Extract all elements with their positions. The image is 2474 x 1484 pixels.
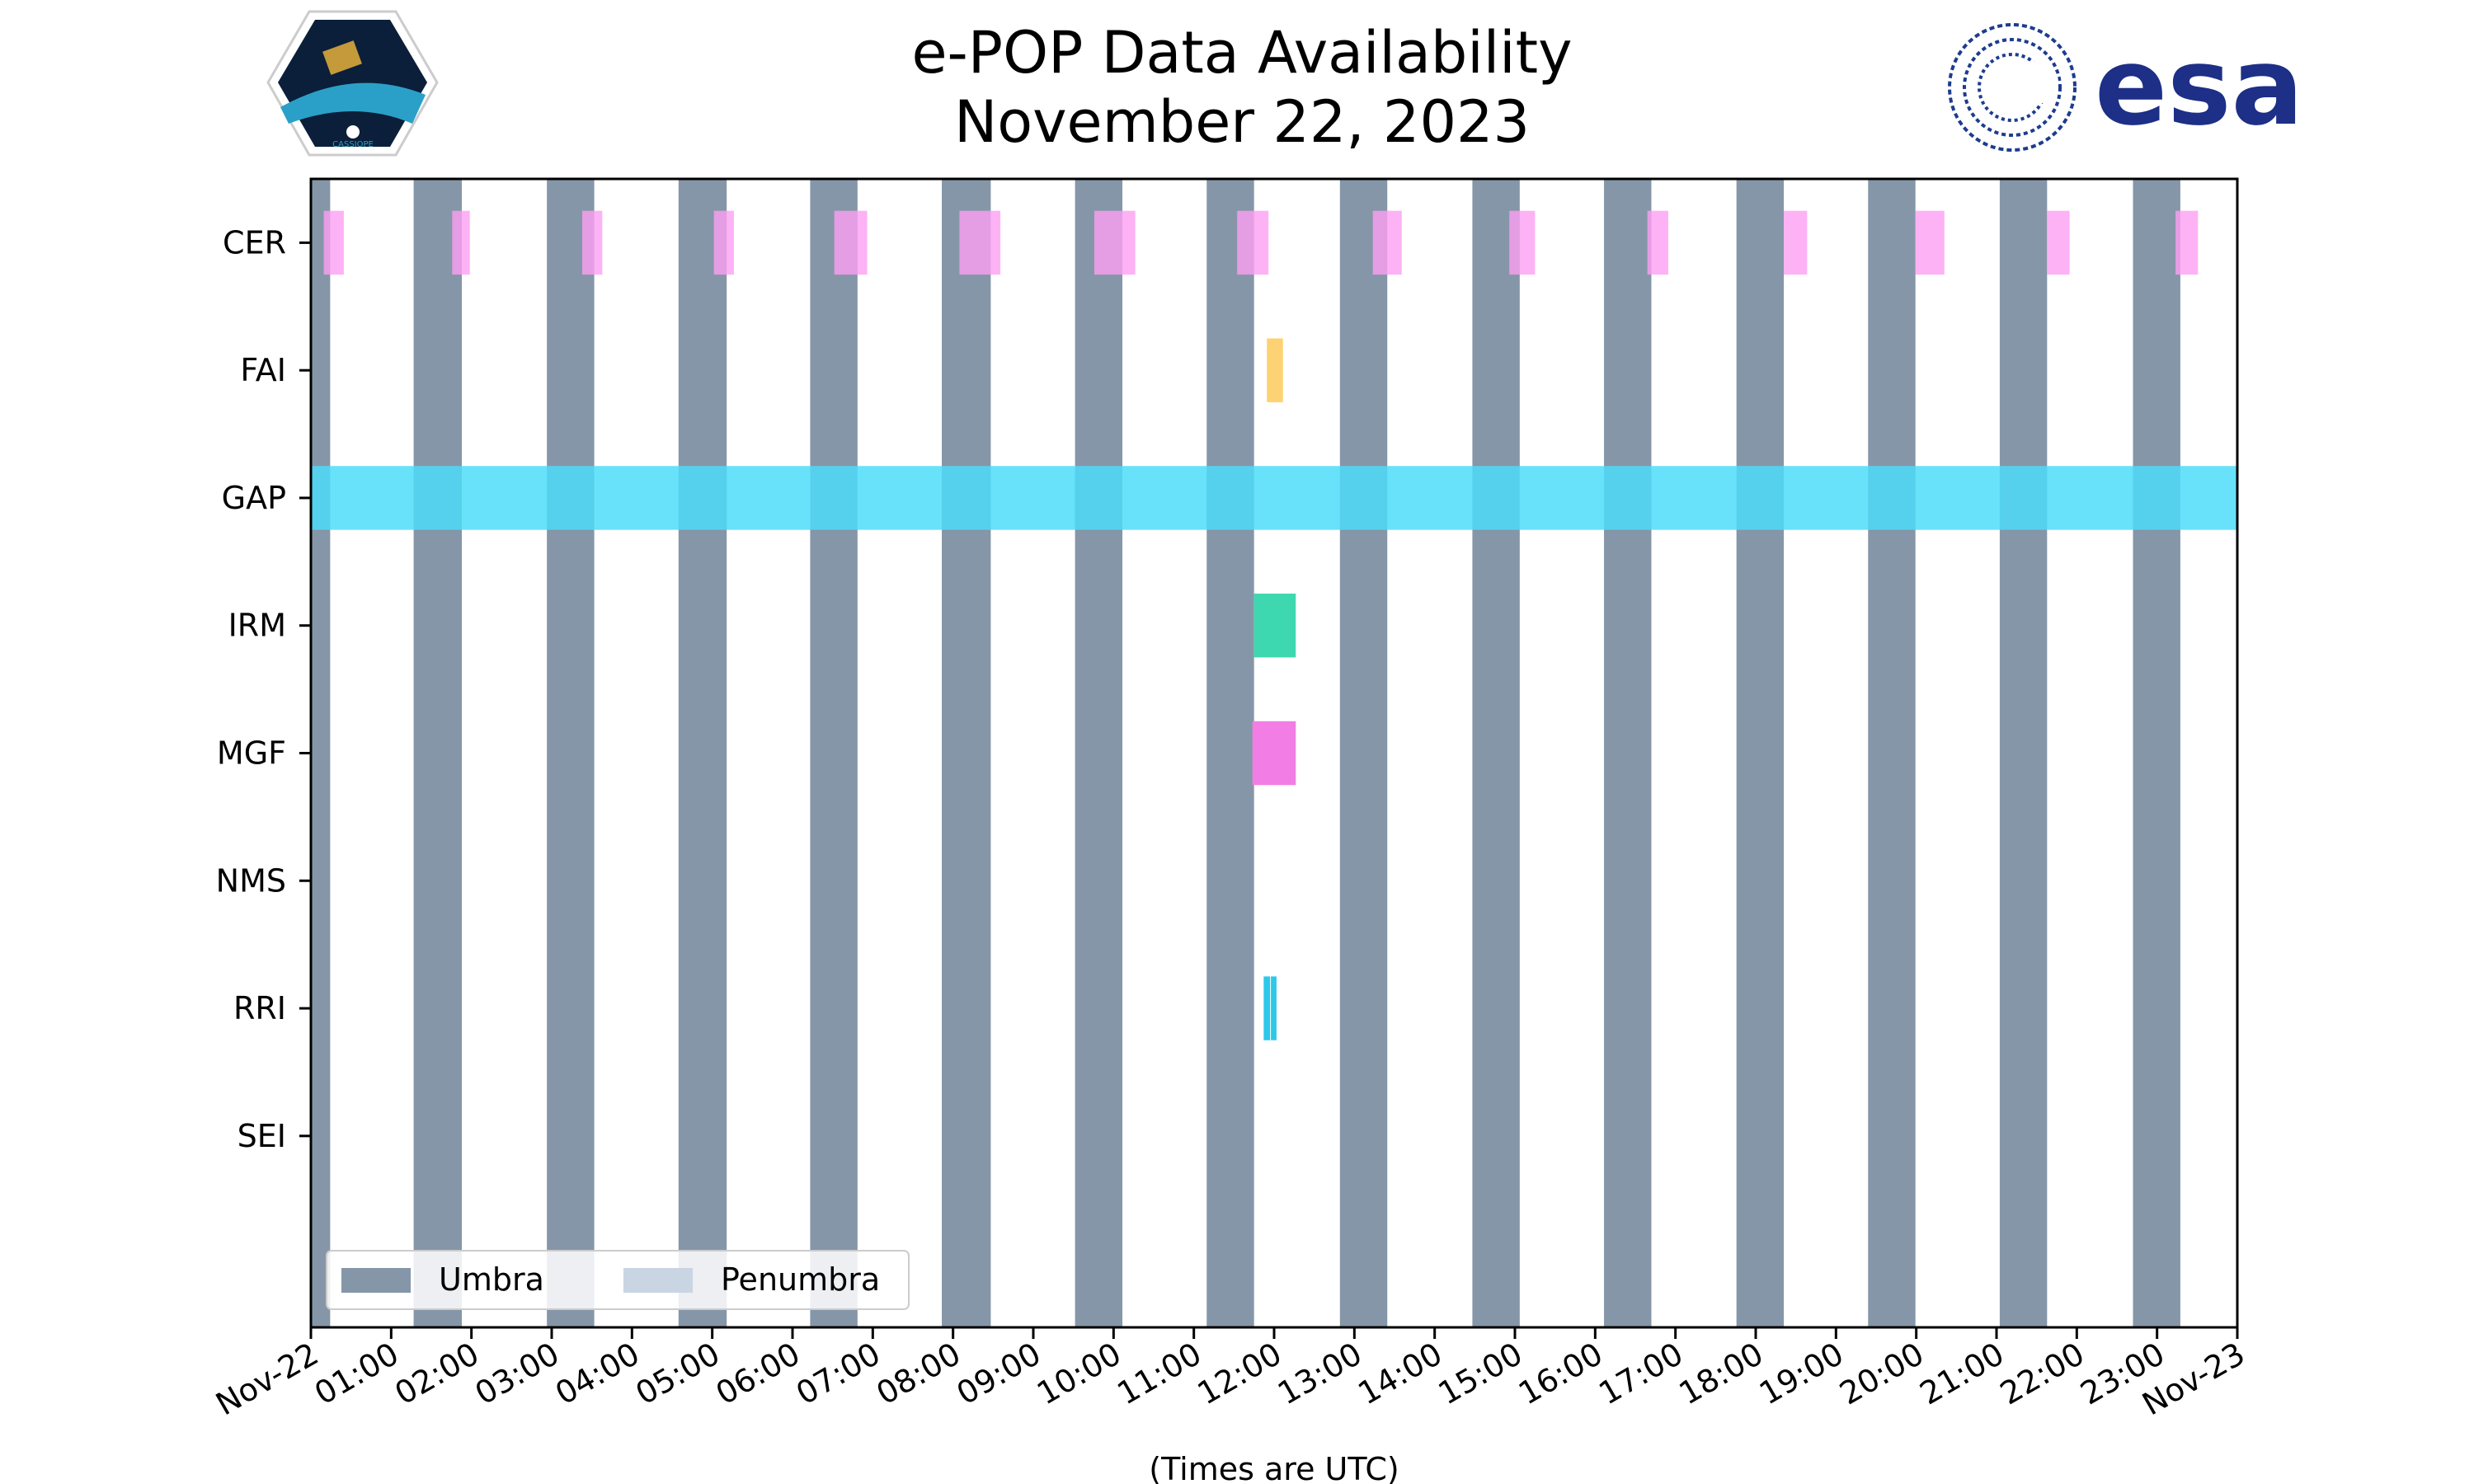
x-tick-label: 03:00 (469, 1336, 566, 1412)
x-tick-label: 10:00 (1031, 1336, 1127, 1412)
umbra-band (810, 179, 858, 1327)
x-tick-label: 06:00 (710, 1336, 807, 1412)
legend-label-umbra: Umbra (439, 1261, 544, 1298)
legend-label-penumbra: Penumbra (721, 1261, 880, 1298)
umbra-band (1868, 179, 1916, 1327)
umbra-band (1604, 179, 1652, 1327)
availability-bar-cer (959, 210, 1001, 275)
availability-bar-cer (1784, 210, 1808, 275)
y-tick-label: RRI (233, 990, 286, 1026)
availability-bar-irm (1253, 594, 1296, 658)
x-tick-label: 21:00 (1914, 1336, 2011, 1412)
availability-bar-cer (1509, 210, 1536, 275)
umbra-band (1472, 179, 1520, 1327)
availability-bar-cer (323, 210, 344, 275)
x-tick-label: 04:00 (549, 1336, 646, 1412)
x-axis-label: (Times are UTC) (1149, 1451, 1399, 1484)
umbra-band (1075, 179, 1123, 1327)
chart-subtitle: November 22, 2023 (954, 88, 1530, 156)
x-tick-label: 22:00 (1994, 1336, 2091, 1412)
umbra-band (678, 179, 727, 1327)
legend-swatch-penumbra (623, 1268, 693, 1293)
x-tick-label: 12:00 (1192, 1336, 1288, 1412)
y-tick-label: FAI (240, 352, 286, 388)
x-tick-label: 11:00 (1111, 1336, 1207, 1412)
availability-bar-cer (1915, 210, 1945, 275)
legend-swatch-umbra (341, 1268, 411, 1293)
availability-bar-cer (1094, 210, 1136, 275)
cassiope-logo-text: CASSIOPE (332, 140, 374, 149)
x-tick-label: 05:00 (629, 1336, 726, 1412)
availability-bar-rri (1271, 976, 1277, 1040)
availability-bar-cer (834, 210, 868, 275)
y-tick-label: CER (223, 224, 286, 261)
x-tick-label: 07:00 (790, 1336, 887, 1412)
availability-bar-gap (2145, 466, 2237, 530)
availability-bar-fai (1267, 338, 1283, 402)
umbra-band (942, 179, 991, 1327)
x-tick-label: 15:00 (1432, 1336, 1529, 1412)
y-tick-label: IRM (228, 608, 286, 644)
availability-bar-cer (1372, 210, 1402, 275)
y-tick-label: MGF (217, 735, 286, 772)
umbra-band (1736, 179, 1785, 1327)
availability-bar-cer (713, 210, 734, 275)
availability-bar-cer (1647, 210, 1668, 275)
x-tick-label: Nov-22 (209, 1336, 324, 1423)
availability-bar-rri (1263, 976, 1271, 1040)
availability-bar-cer (452, 210, 470, 275)
y-tick-label: SEI (238, 1118, 286, 1154)
x-tick-label: 02:00 (388, 1336, 485, 1412)
availability-bar-cer (1237, 210, 1269, 275)
x-tick-label: 18:00 (1673, 1336, 1770, 1412)
umbra-band (1999, 179, 2048, 1327)
legend: Umbra Penumbra (326, 1250, 910, 1310)
availability-bar-cer (2047, 210, 2070, 275)
y-tick-label: NMS (216, 862, 286, 899)
umbra-band (547, 179, 595, 1327)
x-tick-label: 09:00 (951, 1336, 1047, 1412)
umbra-band (1339, 179, 1388, 1327)
availability-bar-gap (311, 466, 2007, 530)
chart-title: e-POP Data Availability (911, 19, 1572, 87)
umbra-band (311, 179, 331, 1327)
availability-bar-cer (2175, 210, 2199, 275)
x-tick-label: 13:00 (1272, 1336, 1368, 1412)
availability-bar-cer (581, 210, 603, 275)
x-tick-label: 16:00 (1512, 1336, 1609, 1412)
y-tick-label: GAP (222, 480, 286, 516)
plot-area (311, 179, 2237, 1327)
x-tick-label: 19:00 (1753, 1336, 1850, 1412)
availability-bar-mgf (1252, 721, 1296, 786)
x-tick-label: 17:00 (1592, 1336, 1689, 1412)
x-tick-label: 14:00 (1352, 1336, 1448, 1412)
cassiope-logo: CASSIOPE (266, 10, 439, 157)
umbra-band (2133, 179, 2180, 1327)
esa-logo: esa (1948, 23, 2303, 152)
esa-logo-text: esa (2095, 24, 2303, 149)
umbra-band (1206, 179, 1254, 1327)
x-tick-label: 01:00 (308, 1336, 405, 1412)
availability-bar-gap (2006, 466, 2146, 530)
x-tick-label: 20:00 (1833, 1336, 1930, 1412)
umbra-band (413, 179, 462, 1327)
x-tick-label: 08:00 (870, 1336, 967, 1412)
